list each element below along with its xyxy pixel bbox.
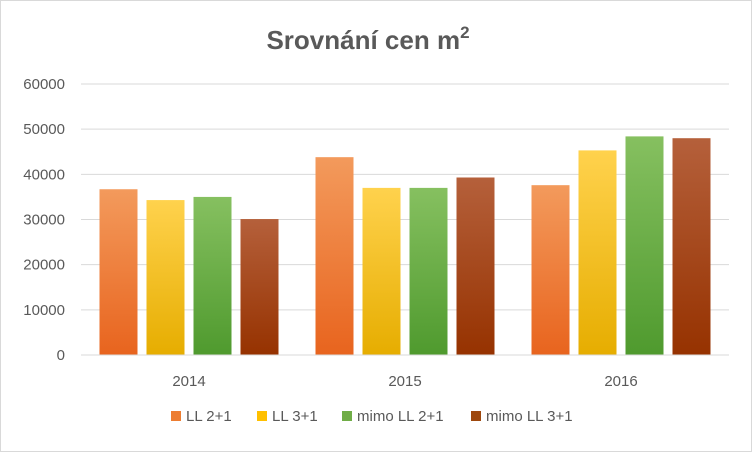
x-axis-ticks: 2014 2015 2016 bbox=[172, 373, 637, 390]
legend-swatch bbox=[257, 411, 267, 421]
y-tick-label: 10000 bbox=[23, 302, 65, 319]
bar bbox=[456, 177, 495, 355]
chart-title-superscript: 2 bbox=[460, 23, 469, 42]
bar bbox=[672, 138, 711, 355]
bar bbox=[625, 136, 664, 355]
x-tick-label: 2015 bbox=[388, 373, 421, 390]
legend-label: mimo LL 2+1 bbox=[357, 408, 444, 425]
x-tick-label: 2016 bbox=[604, 373, 637, 390]
legend-swatch bbox=[171, 411, 181, 421]
legend-label: LL 2+1 bbox=[186, 408, 232, 425]
bar bbox=[409, 187, 448, 355]
y-axis-ticks: 0 10000 20000 30000 40000 50000 60000 bbox=[23, 76, 65, 364]
bars bbox=[99, 136, 711, 355]
chart-title-text: Srovnání cen m bbox=[266, 25, 460, 55]
bar bbox=[315, 157, 354, 355]
chart-title: Srovnání cen m2 bbox=[266, 23, 469, 55]
legend-label: mimo LL 3+1 bbox=[486, 408, 573, 425]
legend: LL 2+1 LL 3+1 mimo LL 2+1 mimo LL 3+1 bbox=[171, 408, 573, 425]
legend-swatch bbox=[471, 411, 481, 421]
legend-label: LL 3+1 bbox=[272, 408, 318, 425]
y-tick-label: 0 bbox=[57, 347, 65, 364]
bar bbox=[362, 187, 401, 355]
bar bbox=[578, 150, 617, 355]
bar bbox=[193, 196, 232, 355]
y-tick-label: 50000 bbox=[23, 121, 65, 138]
bar bbox=[531, 185, 570, 355]
bar bbox=[240, 219, 279, 355]
y-tick-label: 40000 bbox=[23, 166, 65, 183]
y-tick-label: 30000 bbox=[23, 212, 65, 229]
legend-swatch bbox=[342, 411, 352, 421]
y-tick-label: 20000 bbox=[23, 257, 65, 274]
x-tick-label: 2014 bbox=[172, 373, 205, 390]
y-tick-label: 60000 bbox=[23, 76, 65, 93]
bar bbox=[146, 200, 185, 355]
bar bbox=[99, 189, 138, 355]
gridlines bbox=[81, 83, 729, 311]
